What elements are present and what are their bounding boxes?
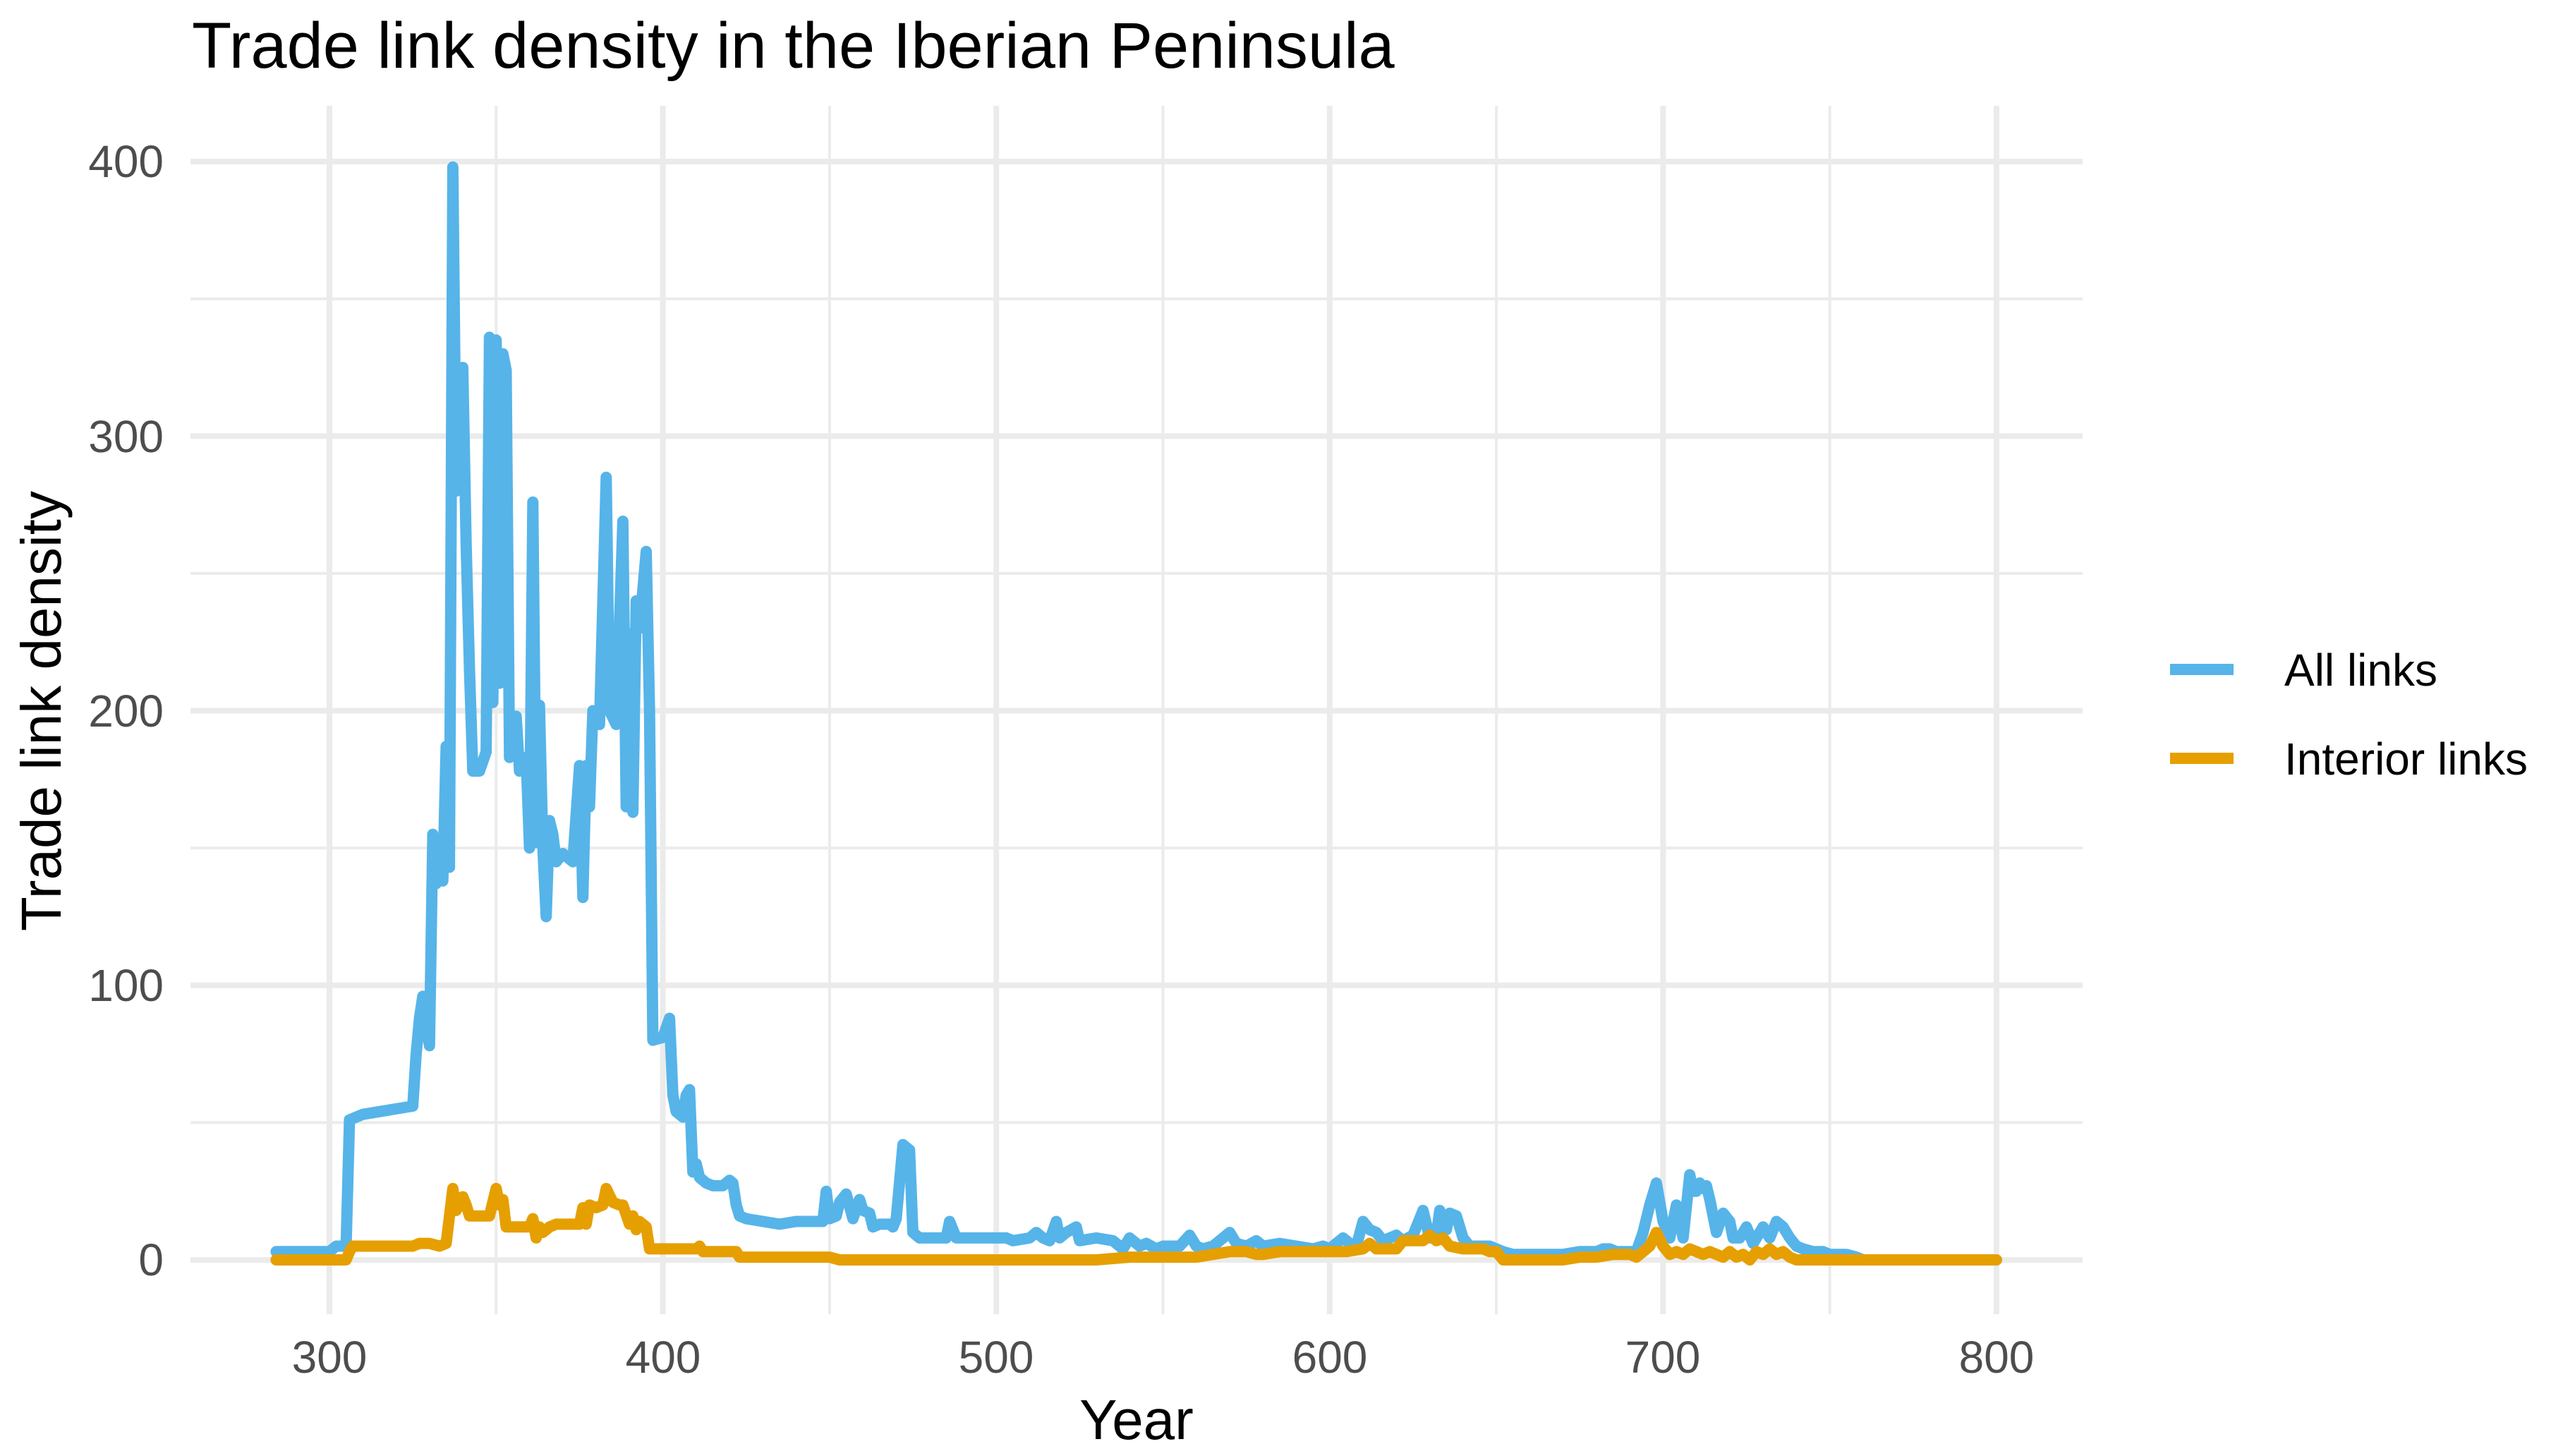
legend-label-all-links: All links (2284, 645, 2437, 696)
x-axis-title: Year (1079, 1388, 1194, 1451)
y-tick-100: 100 (88, 960, 164, 1011)
x-axis-tick-labels: 300 400 500 600 700 800 (292, 1332, 2035, 1383)
legend: All links Interior links (2170, 645, 2528, 784)
legend-item-interior-links: Interior links (2170, 734, 2528, 784)
plot-panel (190, 106, 2083, 1314)
legend-label-interior-links: Interior links (2284, 734, 2528, 784)
x-tick-500: 500 (959, 1332, 1034, 1383)
chart-title: Trade link density in the Iberian Penins… (192, 10, 1395, 82)
x-tick-400: 400 (626, 1332, 701, 1383)
x-tick-600: 600 (1292, 1332, 1368, 1383)
y-axis-tick-labels: 0 100 200 300 400 (88, 136, 164, 1285)
y-tick-200: 200 (88, 686, 164, 736)
y-tick-300: 300 (88, 411, 164, 462)
legend-item-all-links: All links (2170, 645, 2437, 696)
x-tick-800: 800 (1959, 1332, 2035, 1383)
x-tick-300: 300 (292, 1332, 368, 1383)
series-layer (270, 161, 2002, 1266)
series-interior-links (270, 1182, 2002, 1266)
y-tick-400: 400 (88, 136, 164, 187)
x-tick-700: 700 (1625, 1332, 1701, 1383)
y-axis-title: Trade link density (10, 491, 73, 931)
y-tick-0: 0 (138, 1234, 164, 1285)
